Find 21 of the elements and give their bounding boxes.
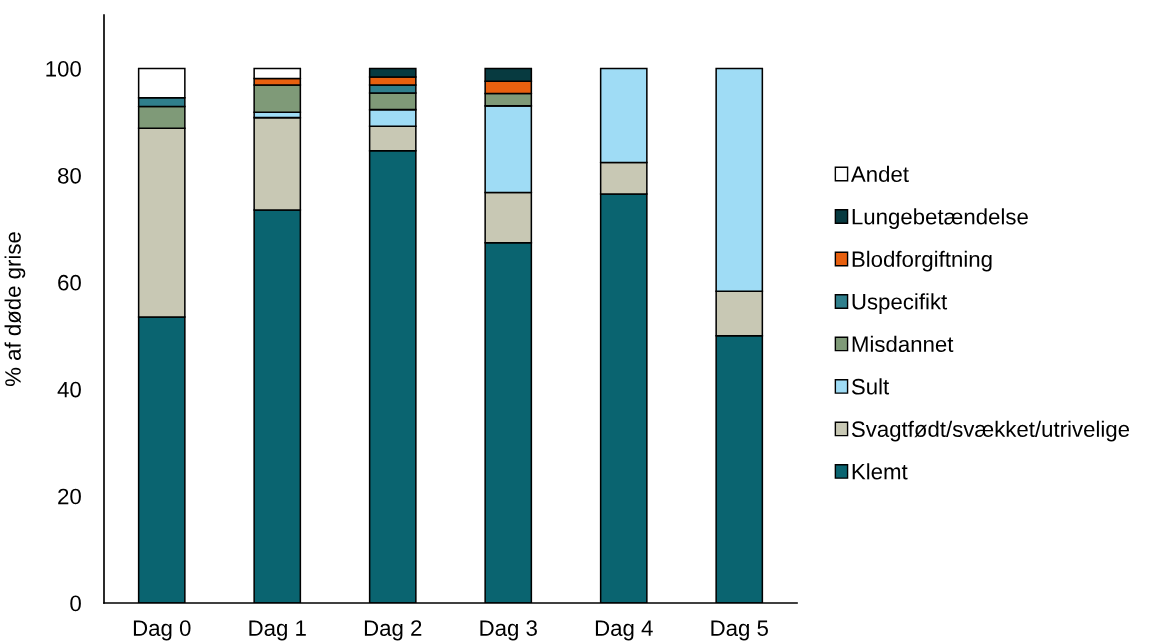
y-tick-label: 100 xyxy=(46,60,81,77)
y-tick-label: 20 xyxy=(58,488,81,505)
legend-label: Lungebetændelse xyxy=(852,208,1028,229)
y-tick-label: 60 xyxy=(58,274,81,291)
x-tick-label: Dag 3 xyxy=(480,620,537,641)
x-tick-label: Dag 1 xyxy=(249,620,306,641)
x-tick-label: Dag 5 xyxy=(711,620,768,641)
legend-label: Uspecifikt xyxy=(852,293,948,314)
y-tick-label: 40 xyxy=(57,381,81,398)
y-tick-label: 80 xyxy=(58,167,81,184)
x-tick-label: Dag 2 xyxy=(364,620,422,641)
legend-label: Sult xyxy=(851,378,890,395)
legend-label: Klemt xyxy=(852,463,908,480)
x-tick-label: Dag 4 xyxy=(595,620,653,641)
y-tick-label: 0 xyxy=(70,595,81,612)
legend-label: Svagtfødt/svækket/utrivelige xyxy=(851,420,1130,442)
legend-label: Blodforgiftning xyxy=(852,250,992,272)
legend-label: Misdannet xyxy=(852,335,954,353)
legend-label: Andet xyxy=(850,165,909,183)
x-tick-label: Dag 0 xyxy=(133,620,191,641)
y-axis-title: % af døde grise xyxy=(4,232,26,387)
